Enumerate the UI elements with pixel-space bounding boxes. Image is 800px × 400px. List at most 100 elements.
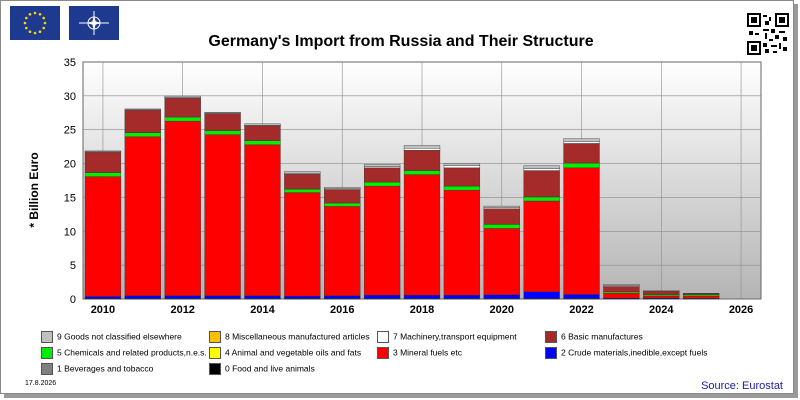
bar-segment xyxy=(443,167,481,187)
bar-segment xyxy=(324,187,361,190)
bar-segment xyxy=(563,294,600,299)
legend-item: 0 Food and live animals xyxy=(209,363,315,375)
legend-label: 2 Crude materials,inedible,except fuels xyxy=(561,347,708,358)
legend-swatch xyxy=(545,331,557,343)
bar-segment xyxy=(204,295,241,299)
bar-stack-2023 xyxy=(603,284,640,300)
bar-segment xyxy=(643,294,680,297)
bar-segment xyxy=(603,284,640,286)
qr-code-icon xyxy=(747,13,789,55)
bar-segment xyxy=(443,165,481,169)
legend-swatch xyxy=(545,347,557,359)
bar-stack-2013 xyxy=(204,112,241,300)
bar-segment xyxy=(683,294,720,297)
x-tick-label: 2020 xyxy=(490,304,514,316)
bar-segment xyxy=(363,164,401,167)
legend-label: 3 Mineral fuels etc xyxy=(393,347,462,358)
legend-item: 2 Crude materials,inedible,except fuels xyxy=(545,347,707,359)
bar-stack-2019 xyxy=(443,163,481,300)
bar-segment xyxy=(683,296,720,299)
chart-title: Germany's Import from Russia and Their S… xyxy=(208,33,594,50)
bar-segment xyxy=(443,189,481,296)
bar-stack-2021 xyxy=(523,165,560,300)
bar-segment xyxy=(124,108,161,110)
eu-flag-icon xyxy=(10,6,60,40)
date-label: 17.8.2026 xyxy=(25,380,57,387)
bar-segment xyxy=(244,123,281,126)
bar-segment xyxy=(523,165,560,169)
bar-segment xyxy=(324,189,361,204)
x-tick-label: 2014 xyxy=(250,304,275,316)
bar-stack-2020 xyxy=(483,205,520,300)
bar-segment xyxy=(563,167,600,295)
bar-segment xyxy=(403,145,441,149)
bar-segment xyxy=(523,168,560,171)
legend-swatch xyxy=(377,347,389,359)
bar-segment xyxy=(363,185,401,296)
bar-segment xyxy=(563,138,600,142)
bar-segment xyxy=(563,162,600,169)
legend-swatch xyxy=(377,331,389,343)
bar-segment xyxy=(363,167,401,183)
bar-segment xyxy=(124,295,161,299)
bar-stack-2025 xyxy=(683,293,720,300)
legend-label: 4 Animal and vegetable oils and fats xyxy=(225,347,362,358)
bar-segment xyxy=(244,295,281,299)
bar-segment xyxy=(324,295,361,299)
bar-segment xyxy=(363,294,401,299)
legend-item: 4 Animal and vegetable oils and fats xyxy=(209,347,361,359)
legend-label: 8 Miscellaneous manufactured articles xyxy=(225,331,370,342)
bar-segment xyxy=(403,150,441,171)
y-tick-label: 20 xyxy=(64,159,76,171)
bar-segment xyxy=(403,170,441,175)
bar-segment xyxy=(164,295,201,299)
x-tick-label: 2010 xyxy=(91,304,115,316)
bar-segment xyxy=(523,170,560,198)
bar-segment xyxy=(324,206,361,297)
legend-item: 1 Beverages and tobacco xyxy=(41,363,153,375)
legend-swatch xyxy=(209,331,221,343)
x-tick-label: 2012 xyxy=(170,304,194,316)
legend-item: 5 Chemicals and related products,n.e.s. xyxy=(41,347,207,359)
x-tick-label: 2026 xyxy=(729,304,753,316)
legend-label: 0 Food and live animals xyxy=(225,363,315,374)
source-label: Source: Eurostat xyxy=(701,380,783,392)
bar-segment xyxy=(363,181,401,187)
y-tick-label: 10 xyxy=(64,226,76,238)
bar-stack-2024 xyxy=(643,290,680,300)
bar-segment xyxy=(483,228,520,296)
y-tick-label: 30 xyxy=(64,91,76,103)
chart-frame: Germany's Import from Russia and Their S… xyxy=(0,0,794,394)
bar-segment xyxy=(164,116,201,122)
bar-segment xyxy=(164,97,201,118)
legend-label: 5 Chemicals and related products,n.e.s. xyxy=(57,347,207,358)
bar-segment xyxy=(403,174,441,296)
bar-segment xyxy=(603,293,640,299)
bar-segment xyxy=(124,110,161,133)
legend-swatch xyxy=(41,363,53,375)
legend-label: 6 Basic manufactures xyxy=(561,331,643,342)
bar-segment xyxy=(84,172,122,177)
legend-swatch xyxy=(41,347,53,359)
legend-swatch xyxy=(209,347,221,359)
bar-segment xyxy=(164,120,201,297)
bar-segment xyxy=(84,296,122,299)
bar-segment xyxy=(284,171,321,174)
legend-label: 1 Beverages and tobacco xyxy=(57,363,154,374)
bar-stack-2017 xyxy=(363,164,401,300)
bar-stack-2014 xyxy=(244,123,281,300)
bar-segment xyxy=(363,166,401,169)
bar-segment xyxy=(603,291,640,294)
bar-stack-2022 xyxy=(563,138,600,300)
bar-segment xyxy=(443,294,481,299)
legend-item: 9 Goods not classified elsewhere xyxy=(41,331,182,343)
y-tick-label: 25 xyxy=(64,125,76,137)
bar-segment xyxy=(84,176,122,297)
bar-segment xyxy=(124,136,161,297)
bar-segment xyxy=(523,196,560,202)
bar-segment xyxy=(643,291,680,295)
bar-segment xyxy=(244,144,281,297)
bar-segment xyxy=(244,125,281,141)
y-tick-label: 0 xyxy=(70,294,76,306)
y-tick-label: 5 xyxy=(70,260,76,272)
